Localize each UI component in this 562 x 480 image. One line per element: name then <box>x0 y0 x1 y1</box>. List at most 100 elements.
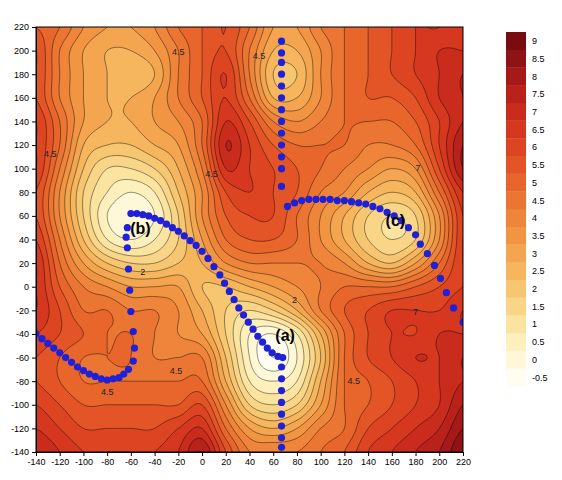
path-point <box>450 304 457 311</box>
x-tick-label: -40 <box>149 457 162 467</box>
surface-cell <box>404 110 428 134</box>
contour-band <box>36 27 463 452</box>
surface-cell <box>36 228 48 252</box>
surface-cell <box>119 440 143 452</box>
surface-cell <box>190 417 214 441</box>
y-tick-mark <box>32 452 36 453</box>
surface-cell <box>95 275 119 299</box>
surface-cell <box>48 204 72 228</box>
path-point <box>278 118 285 125</box>
surface-cell <box>451 251 463 275</box>
path-point <box>278 106 285 113</box>
path-point <box>369 203 376 210</box>
surface-cell <box>166 393 190 417</box>
surface-cell <box>427 157 451 181</box>
surface-cell <box>119 133 143 157</box>
y-tick: -80 <box>16 377 36 387</box>
surface-cell <box>238 275 262 299</box>
surface-cell <box>451 110 463 134</box>
surface-cell <box>404 251 428 275</box>
surface-cell <box>427 133 451 157</box>
x-tick: -80 <box>101 452 114 467</box>
y-tick: -40 <box>16 329 36 339</box>
surface-cell <box>119 86 143 110</box>
surface-cell <box>48 110 72 134</box>
surface-cell <box>36 275 48 299</box>
x-tick-label: 220 <box>456 457 471 467</box>
surface-cell <box>451 393 463 417</box>
surface-cell <box>427 27 451 39</box>
surface-cell <box>380 275 404 299</box>
path-point <box>376 205 383 212</box>
surface-cell <box>48 86 72 110</box>
y-tick-label: 0 <box>24 282 29 292</box>
y-tick-label: 20 <box>19 258 29 268</box>
surface-cell <box>119 157 143 181</box>
surface-cell <box>285 157 309 181</box>
surface-cell <box>356 204 380 228</box>
surface-cell <box>380 299 404 323</box>
surface-cell <box>190 62 214 86</box>
surface-cell <box>427 251 451 275</box>
surface-cell <box>143 299 167 323</box>
surface-cell <box>404 228 428 252</box>
surface-cell <box>214 39 238 63</box>
surface-cell <box>143 86 167 110</box>
colorbar-tick-label: 4 <box>532 213 537 223</box>
surface-cell <box>238 180 262 204</box>
surface-cell <box>427 440 451 452</box>
path-point <box>126 287 133 294</box>
colorbar-tick-label: 7.5 <box>532 89 545 99</box>
surface-cell <box>190 204 214 228</box>
surface-cell <box>333 39 357 63</box>
colorbar-block <box>506 244 526 262</box>
x-tick-mark <box>83 452 84 456</box>
path-point <box>431 262 438 269</box>
surface-cell <box>404 299 428 323</box>
colorbar-block <box>506 368 526 386</box>
surface-cell <box>285 393 309 417</box>
path-point <box>278 387 285 394</box>
y-tick: 180 <box>14 70 36 80</box>
surface-cell <box>451 322 463 346</box>
surface-cell <box>48 322 72 346</box>
x-tick: 80 <box>292 452 302 467</box>
colorbar-tick-label: 9 <box>532 36 537 46</box>
surface-cell <box>404 393 428 417</box>
path-point <box>109 375 116 382</box>
contour-band <box>36 27 463 452</box>
y-tick-mark <box>32 169 36 170</box>
surface-cell <box>166 440 190 452</box>
surface-cell <box>190 27 214 39</box>
surface-cell <box>380 322 404 346</box>
annotation: (b) <box>130 220 150 237</box>
x-tick: -40 <box>149 452 162 467</box>
path-point <box>181 232 188 239</box>
colorbar-tick: 4 <box>526 213 537 223</box>
surface-cell <box>333 204 357 228</box>
surface-cell <box>261 440 285 452</box>
surface-cell <box>72 86 96 110</box>
x-tick-mark <box>416 452 417 456</box>
surface-cell <box>95 417 119 441</box>
x-tick-mark <box>439 452 440 456</box>
surface-cell <box>72 180 96 204</box>
y-tick: 0 <box>24 282 36 292</box>
path-point <box>130 357 137 364</box>
path-point <box>278 94 285 101</box>
contour-band <box>36 27 463 452</box>
path-point <box>56 349 63 356</box>
surface-cell <box>380 346 404 370</box>
contour-labels: 4.54.54.54.5224.54.54.577 <box>44 47 420 397</box>
annotation: (c) <box>386 212 406 229</box>
surface-cell <box>36 110 48 134</box>
colorbar-tick: 2 <box>526 284 537 294</box>
surface-cell <box>48 228 72 252</box>
colorbar-tick-label: 5.5 <box>532 160 545 170</box>
path-point <box>226 288 233 295</box>
plot-area <box>36 27 463 452</box>
surface-cell <box>309 275 333 299</box>
colorbar-tick: 6.5 <box>526 125 545 135</box>
path-point <box>230 296 237 303</box>
surface-cell <box>333 251 357 275</box>
